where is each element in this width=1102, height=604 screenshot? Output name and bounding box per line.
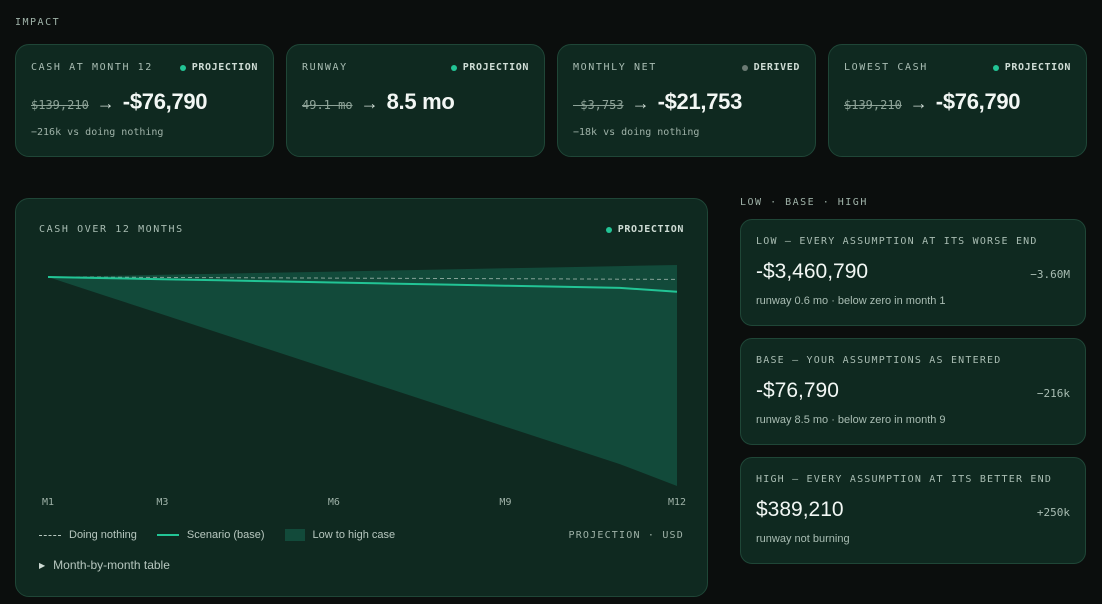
scenario-title: LOW — EVERY ASSUMPTION AT ITS WORSE END: [756, 236, 1038, 247]
status-dot-icon: [741, 64, 748, 71]
kpi-card-lowest-cash: LOWEST CASH PROJECTION $139,210 → -$76,7…: [828, 44, 1087, 157]
scenario-value: -$3,460,790: [756, 260, 869, 283]
scenario-note: runway 8.5 mo · below zero in month 9: [756, 414, 946, 426]
legend-item-range: Low to high case: [284, 529, 395, 541]
kpi-new-value: -$21,753: [657, 89, 743, 114]
dashed-line-icon: [39, 534, 61, 536]
range-section-label: LOW · BASE · HIGH: [740, 197, 868, 208]
x-tick-label: M12: [668, 497, 686, 508]
scenario-value: $389,210: [756, 498, 844, 521]
projection-badge: PROJECTION: [605, 224, 684, 235]
kpi-title: LOWEST CASH: [844, 62, 928, 73]
legend-item-scenario: Scenario (base): [156, 529, 265, 541]
scenario-card-base: BASE — YOUR ASSUMPTIONS AS ENTERED -$76,…: [740, 338, 1086, 445]
scenario-note: runway 0.6 mo · below zero in month 1: [756, 295, 946, 307]
cash-chart: M1 M3 M6 M9 M12: [42, 265, 686, 508]
kpi-old-value: -$3,753: [573, 98, 624, 112]
kpi-new-value: 8.5 mo: [386, 89, 455, 114]
scenario-title: BASE — YOUR ASSUMPTIONS AS ENTERED: [756, 355, 1002, 366]
derived-badge: DERIVED: [741, 62, 800, 73]
solid-line-icon: [156, 534, 179, 536]
kpi-card-cash-month-12: CASH AT MONTH 12 PROJECTION $139,210 → -…: [15, 44, 274, 157]
status-dot-icon: [179, 64, 186, 71]
scenario-note: runway not burning: [756, 533, 850, 545]
scenario-card-high: HIGH — EVERY ASSUMPTION AT ITS BETTER EN…: [740, 457, 1086, 564]
kpi-title: RUNWAY: [302, 62, 348, 73]
projection-badge: PROJECTION: [179, 62, 258, 73]
section-label-impact: IMPACT: [15, 17, 61, 28]
area-swatch-icon: [284, 529, 305, 541]
x-tick-label: M9: [499, 497, 511, 508]
kpi-old-value: $139,210: [844, 98, 902, 112]
scenario-base-line: [47, 276, 678, 293]
chart-legend: Doing nothing Scenario (base) Low to hig…: [39, 529, 415, 541]
scenario-delta: +250k: [1036, 506, 1070, 519]
status-dot-icon: [992, 64, 999, 71]
status-dot-icon: [605, 226, 612, 233]
scenario-value: -$76,790: [756, 379, 839, 402]
legend-item-doing-nothing: Doing nothing: [39, 529, 137, 541]
arrow-right-icon: →: [631, 93, 650, 113]
kpi-title: MONTHLY NET: [573, 62, 657, 73]
range-band-area: [48, 265, 677, 486]
kpi-note: −18k vs doing nothing: [573, 127, 700, 138]
kpi-title: CASH AT MONTH 12: [31, 62, 153, 73]
kpi-old-value: $139,210: [31, 98, 89, 112]
arrow-right-icon: →: [360, 93, 379, 113]
cash-chart-card: CASH OVER 12 MONTHS PROJECTION M1 M3 M6 M9 M…: [15, 198, 708, 597]
arrow-right-icon: →: [96, 93, 115, 113]
kpi-new-value: -$76,790: [122, 89, 208, 114]
month-table-toggle[interactable]: ▶ Month-by-month table: [39, 558, 170, 572]
chart-title: CASH OVER 12 MONTHS: [39, 224, 184, 235]
x-tick-label: M3: [156, 497, 168, 508]
kpi-card-monthly-net: MONTHLY NET DERIVED -$3,753 → -$21,753 −…: [557, 44, 816, 157]
x-tick-label: M1: [42, 497, 54, 508]
status-dot-icon: [450, 64, 457, 71]
projection-badge: PROJECTION: [992, 62, 1071, 73]
x-tick-label: M6: [328, 497, 340, 508]
kpi-new-value: -$76,790: [935, 89, 1021, 114]
kpi-note: −216k vs doing nothing: [31, 127, 164, 138]
kpi-old-value: 49.1 mo: [302, 98, 353, 112]
projection-badge: PROJECTION: [450, 62, 529, 73]
arrow-right-icon: →: [909, 93, 928, 113]
caret-right-icon: ▶: [39, 560, 46, 570]
scenario-delta: −3.60M: [1030, 268, 1070, 281]
kpi-card-runway: RUNWAY PROJECTION 49.1 mo → 8.5 mo: [286, 44, 545, 157]
scenario-delta: −216k: [1036, 387, 1070, 400]
scenario-title: HIGH — EVERY ASSUMPTION AT ITS BETTER EN…: [756, 474, 1053, 485]
chart-footer-units: PROJECTION · USD: [568, 530, 684, 541]
scenario-card-low: LOW — EVERY ASSUMPTION AT ITS WORSE END …: [740, 219, 1086, 326]
